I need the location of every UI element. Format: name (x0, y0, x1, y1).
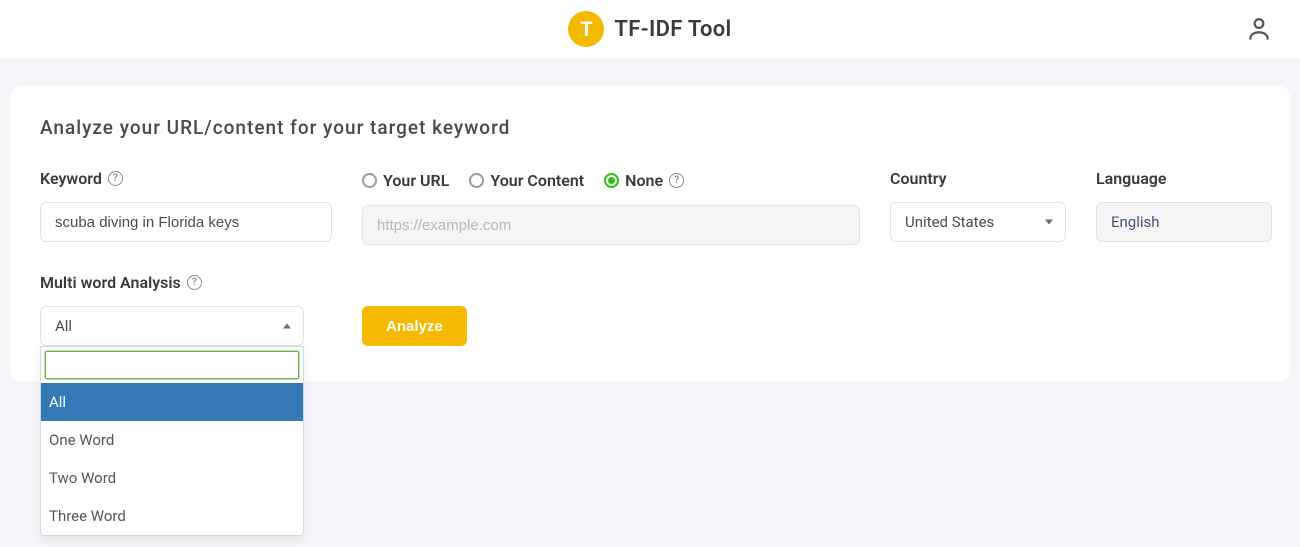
chevron-up-icon (283, 324, 291, 329)
keyword-label: Keyword (40, 169, 102, 188)
country-label: Country (890, 169, 947, 188)
help-icon[interactable]: ? (108, 171, 123, 186)
help-icon[interactable]: ? (187, 275, 202, 290)
multi-word-select[interactable]: All (40, 306, 304, 346)
source-radio-group: Your URL Your Content None ? (362, 169, 860, 191)
brand: T TF-IDF Tool (568, 11, 731, 47)
multi-word-label: Multi word Analysis (40, 273, 181, 292)
keyword-input[interactable] (40, 202, 332, 242)
brand-title: TF-IDF Tool (614, 17, 731, 42)
analyze-button[interactable]: Analyze (362, 306, 467, 346)
top-bar: T TF-IDF Tool (0, 0, 1300, 58)
language-label: Language (1096, 169, 1167, 188)
chevron-down-icon (1045, 220, 1053, 225)
radio-your-content[interactable]: Your Content (469, 171, 584, 190)
language-value: English (1111, 213, 1160, 231)
multi-word-value: All (55, 317, 72, 335)
multi-word-field: Multi word Analysis ? All All One Word (40, 273, 332, 346)
user-icon[interactable] (1246, 16, 1272, 42)
card-title: Analyze your URL/content for your target… (10, 116, 1290, 169)
dropdown-option-three-word[interactable]: Three Word (41, 497, 303, 535)
radio-circle-icon (469, 173, 484, 188)
radio-circle-icon (604, 173, 619, 188)
radio-label: Your URL (383, 171, 449, 190)
help-icon[interactable]: ? (669, 173, 684, 188)
radio-circle-icon (362, 173, 377, 188)
country-value: United States (905, 213, 994, 231)
multi-word-dropdown: All One Word Two Word Three Word (40, 346, 304, 536)
url-input (362, 205, 860, 245)
radio-your-url[interactable]: Your URL (362, 171, 449, 190)
radio-label: None (625, 171, 663, 190)
radio-none[interactable]: None ? (604, 171, 684, 190)
analysis-card: Analyze your URL/content for your target… (10, 86, 1290, 382)
dropdown-search-input[interactable] (45, 351, 299, 379)
dropdown-option-two-word[interactable]: Two Word (41, 459, 303, 497)
radio-label: Your Content (490, 171, 584, 190)
analyze-field: Analyze (362, 306, 860, 346)
brand-badge-icon: T (568, 11, 604, 47)
country-select[interactable]: United States (890, 202, 1066, 242)
keyword-field: Keyword ? (40, 169, 332, 242)
language-select[interactable]: English (1096, 202, 1272, 242)
country-field: Country United States (890, 169, 1066, 242)
dropdown-option-all[interactable]: All (41, 383, 303, 421)
language-field: Language English (1096, 169, 1272, 242)
source-field: Your URL Your Content None ? (362, 169, 860, 245)
dropdown-option-one-word[interactable]: One Word (41, 421, 303, 459)
